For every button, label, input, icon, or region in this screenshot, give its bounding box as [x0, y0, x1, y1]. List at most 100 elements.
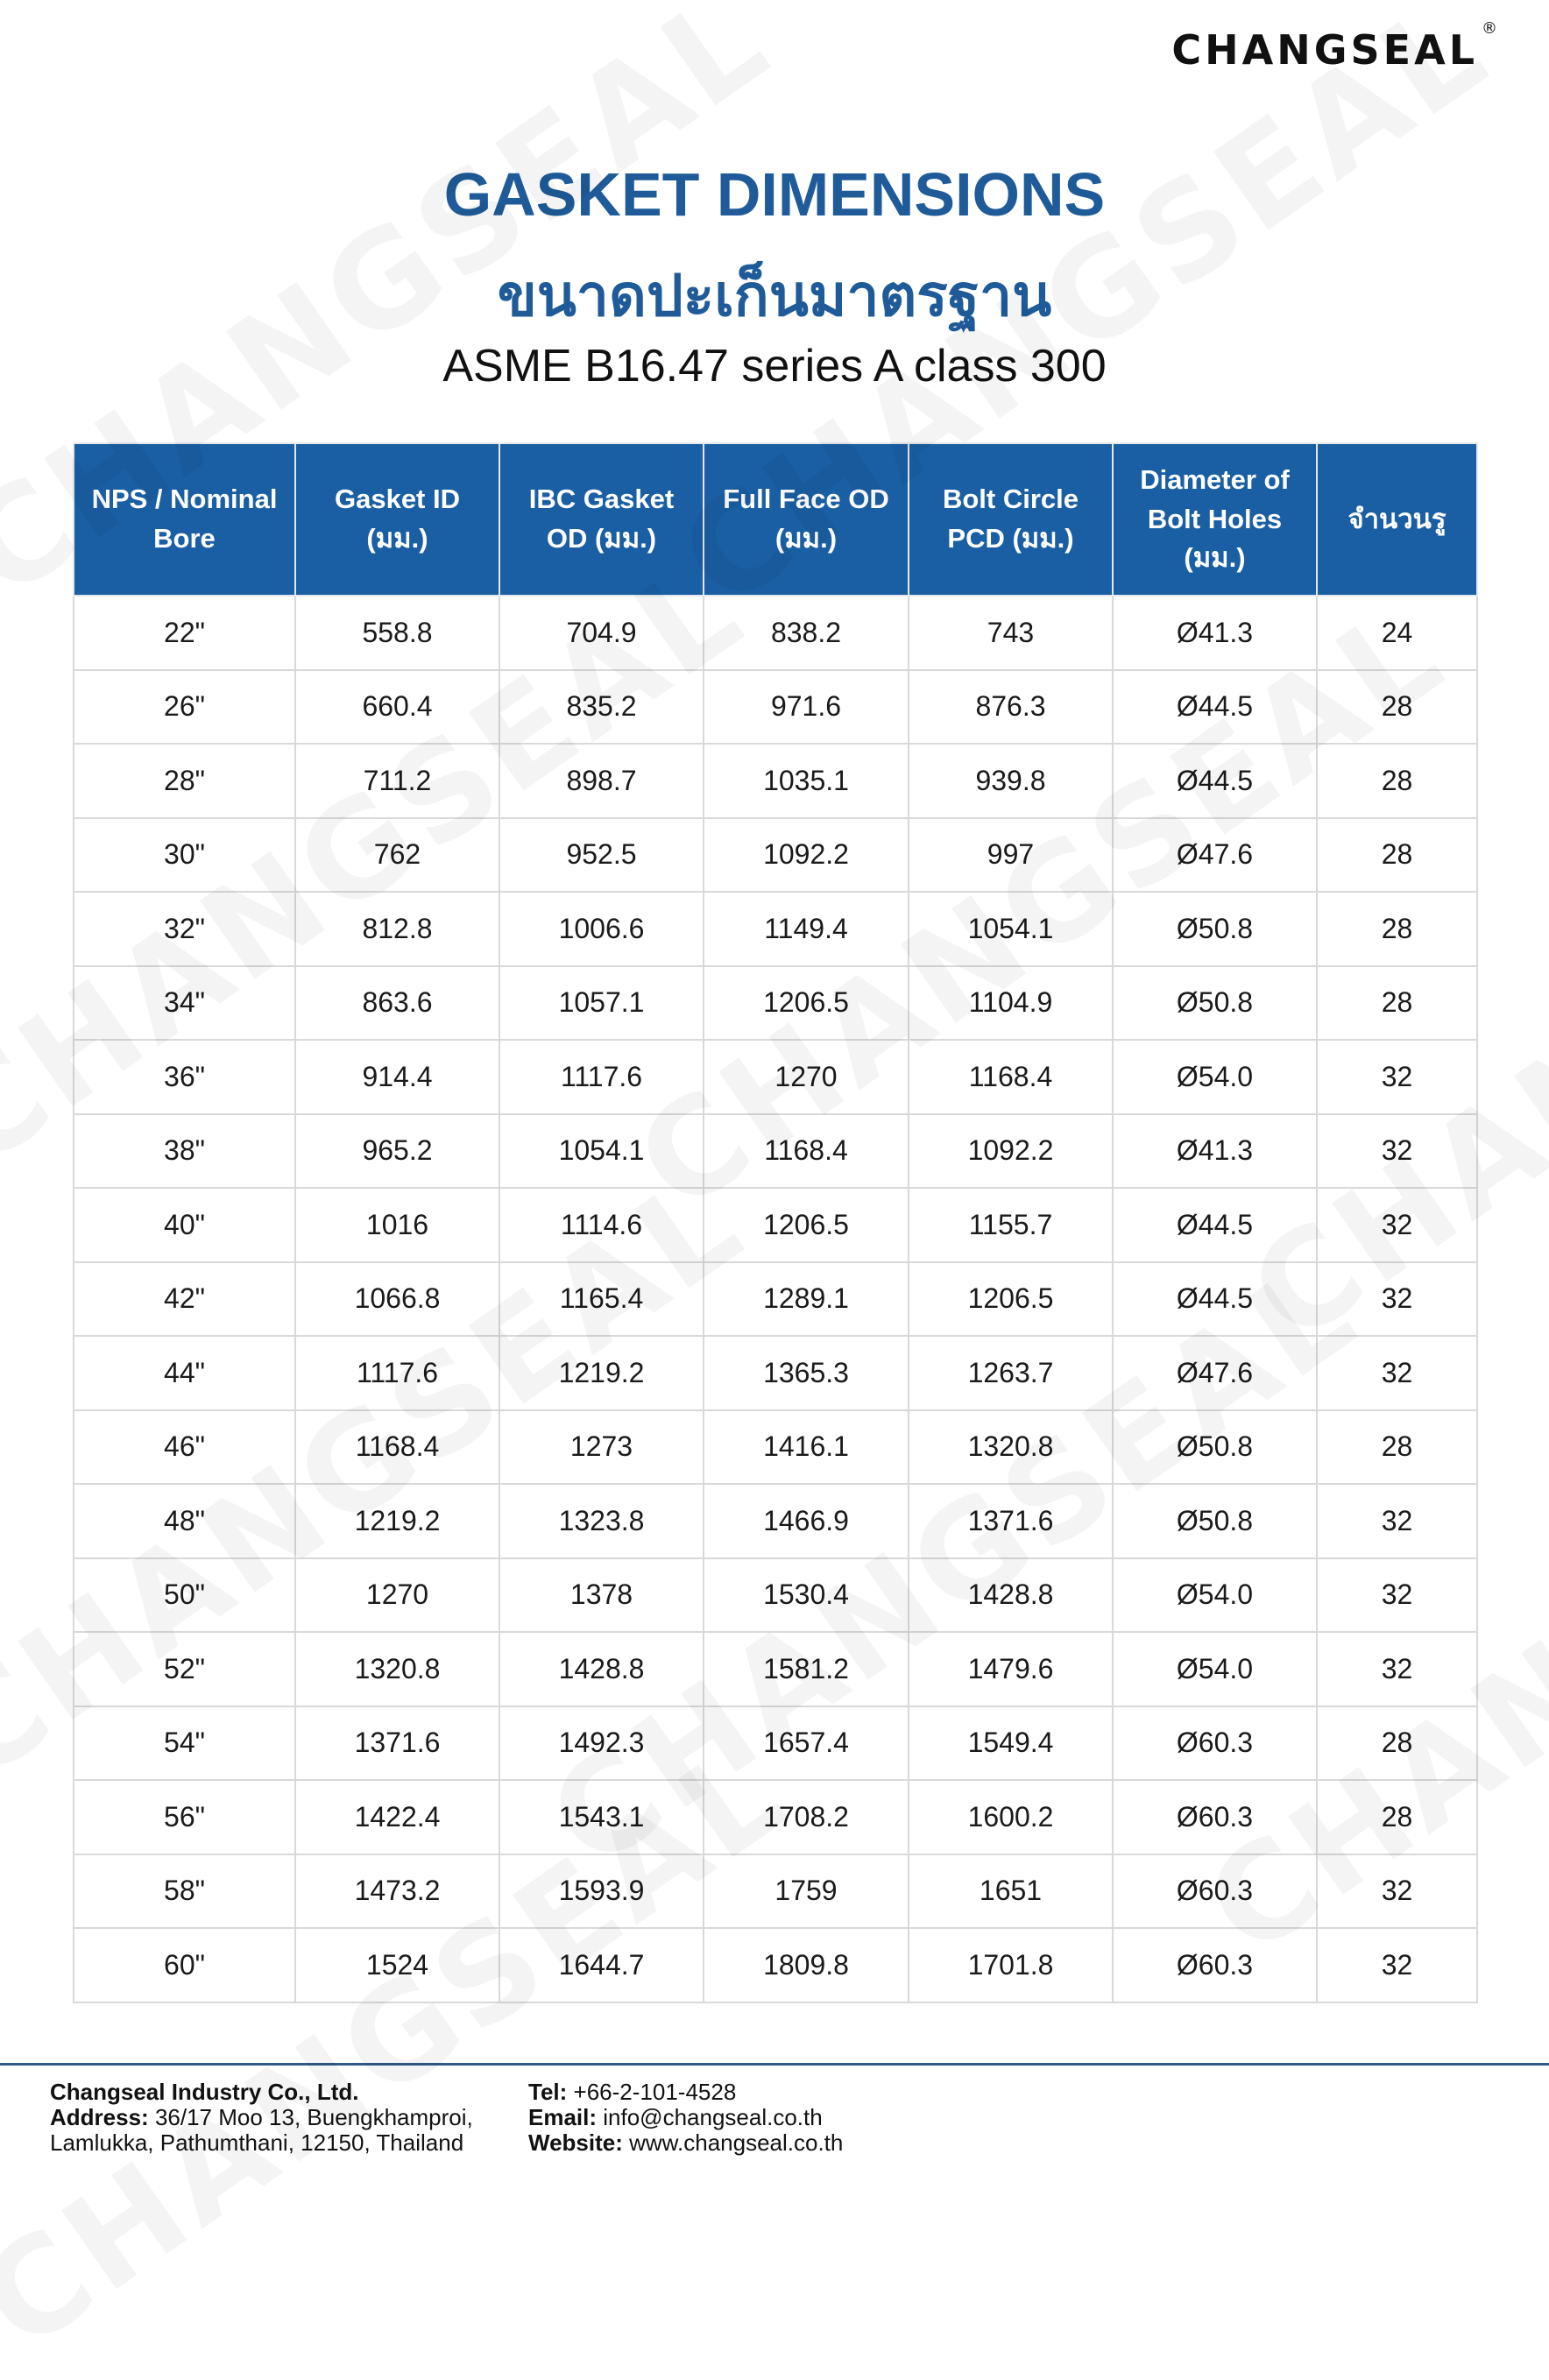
table-cell: Ø41.3 — [1112, 595, 1318, 671]
table-cell: 1416.1 — [703, 1409, 909, 1485]
table-cell: Ø54.0 — [1112, 1557, 1318, 1633]
table-cell: 32 — [1316, 1335, 1478, 1411]
table-cell: 914.4 — [294, 1039, 500, 1115]
page-title-thai: ขนาดปะเก็นมาตรฐาน — [497, 262, 1052, 329]
logo-text: CHANGSEAL — [1171, 26, 1478, 74]
table-cell: Ø60.3 — [1112, 1853, 1318, 1929]
changseal-logo: CHANGSEAL ® — [1171, 19, 1501, 74]
table-cell: 1054.1 — [499, 1112, 704, 1189]
table-cell: 743 — [908, 595, 1114, 671]
table-row: 30" 762 952.5 1092.2 997 Ø47.6 28 — [73, 816, 1478, 893]
table-cell: 704.9 — [499, 595, 704, 671]
footer-company-info: Changseal Industry Co., Ltd. Address: 36… — [50, 2080, 473, 2156]
table-cell: 1378 — [499, 1557, 704, 1633]
table-cell: 876.3 — [908, 668, 1114, 745]
table-cell: 1168.4 — [908, 1039, 1114, 1115]
table-cell: 965.2 — [294, 1112, 500, 1189]
table-cell: 1092.2 — [703, 816, 909, 893]
table-cell: 1524 — [294, 1927, 500, 2003]
table-cell: 1117.6 — [294, 1335, 500, 1411]
table-cell: 28" — [73, 743, 296, 819]
column-header: จำนวนรู — [1316, 442, 1478, 597]
table-cell: 1492.3 — [499, 1705, 704, 1781]
table-cell: 1543.1 — [499, 1779, 704, 1855]
table-cell: 1651 — [908, 1853, 1114, 1929]
table-cell: 32" — [73, 891, 296, 967]
table-cell: 1054.1 — [908, 891, 1114, 967]
footer-divider — [0, 2063, 1549, 2066]
table-cell: Ø50.8 — [1112, 964, 1318, 1041]
table-cell: 1323.8 — [499, 1483, 704, 1559]
table-cell: Ø44.5 — [1112, 1261, 1318, 1337]
registered-mark: ® — [1482, 19, 1501, 38]
column-header: Full Face OD (มม.) — [703, 442, 909, 597]
website-link[interactable]: www.changseal.co.th — [629, 2129, 844, 2156]
table-cell: 1114.6 — [499, 1187, 704, 1263]
table-cell: 32 — [1316, 1112, 1478, 1189]
table-row: 42" 1066.8 1165.4 1289.1 1206.5 Ø44.5 32 — [73, 1261, 1478, 1337]
table-cell: 997 — [908, 816, 1114, 893]
table-cell: 1104.9 — [908, 964, 1114, 1041]
table-cell: 58" — [73, 1853, 296, 1929]
email-link[interactable]: info@changseal.co.th — [603, 2104, 823, 2130]
table-cell: 1371.6 — [294, 1705, 500, 1781]
table-cell: 1600.2 — [908, 1779, 1114, 1855]
address-label: Address: — [50, 2104, 149, 2130]
table-cell: 1016 — [294, 1187, 500, 1263]
table-cell: 36" — [73, 1039, 296, 1115]
table-cell: 40" — [73, 1187, 296, 1263]
table-row: 56" 1422.4 1543.1 1708.2 1600.2 Ø60.3 28 — [73, 1779, 1478, 1855]
table-cell: 32 — [1316, 1557, 1478, 1633]
table-cell: Ø60.3 — [1112, 1927, 1318, 2003]
table-cell: 32 — [1316, 1483, 1478, 1559]
table-cell: 28 — [1316, 1409, 1478, 1485]
table-cell: 48" — [73, 1483, 296, 1559]
table-cell: 1365.3 — [703, 1335, 909, 1411]
table-row: 58" 1473.2 1593.9 1759 1651 Ø60.3 32 — [73, 1853, 1478, 1929]
table-row: 50" 1270 1378 1530.4 1428.8 Ø54.0 32 — [73, 1557, 1478, 1633]
website-label: Website: — [528, 2129, 623, 2156]
table-cell: 1057.1 — [499, 964, 704, 1041]
table-cell: 838.2 — [703, 595, 909, 671]
table-cell: Ø54.0 — [1112, 1631, 1318, 1707]
table-cell: Ø50.8 — [1112, 1409, 1318, 1485]
table-cell: 1422.4 — [294, 1779, 500, 1855]
table-cell: 1035.1 — [703, 743, 909, 819]
gasket-dimensions-table: NPS / Nominal Bore Gasket ID (มม.) IBC Gas… — [73, 442, 1478, 2003]
table-cell: 28 — [1316, 1705, 1478, 1781]
column-header: Bolt Circle PCD (มม.) — [908, 442, 1114, 597]
table-cell: 812.8 — [294, 891, 500, 967]
table-row: 26" 660.4 835.2 971.6 876.3 Ø44.5 28 — [73, 668, 1478, 745]
table-row: 28" 711.2 898.7 1035.1 939.8 Ø44.5 28 — [73, 743, 1478, 819]
table-row: 48" 1219.2 1323.8 1466.9 1371.6 Ø50.8 32 — [73, 1483, 1478, 1559]
table-cell: 1165.4 — [499, 1261, 704, 1337]
email-label: Email: — [528, 2104, 598, 2130]
table-cell: 26" — [73, 668, 296, 745]
table-cell: 558.8 — [294, 595, 500, 671]
table-cell: 42" — [73, 1261, 296, 1337]
table-cell: 971.6 — [703, 668, 909, 745]
table-cell: 1466.9 — [703, 1483, 909, 1559]
table-cell: 38" — [73, 1112, 296, 1189]
table-cell: 28 — [1316, 668, 1478, 745]
table-cell: 1479.6 — [908, 1631, 1114, 1707]
table-cell: 1219.2 — [294, 1483, 500, 1559]
table-header-row: NPS / Nominal Bore Gasket ID (มม.) IBC Gas… — [73, 442, 1478, 597]
table-cell: 1270 — [294, 1557, 500, 1633]
table-cell: 1593.9 — [499, 1853, 704, 1929]
table-row: 22" 558.8 704.9 838.2 743 Ø41.3 24 — [73, 595, 1478, 671]
table-cell: 46" — [73, 1409, 296, 1485]
table-cell: 1066.8 — [294, 1261, 500, 1337]
table-cell: 711.2 — [294, 743, 500, 819]
table-cell: 1270 — [703, 1039, 909, 1115]
table-cell: 28 — [1316, 891, 1478, 967]
table-row: 36" 914.4 1117.6 1270 1168.4 Ø54.0 32 — [73, 1039, 1478, 1115]
table-cell: Ø47.6 — [1112, 1335, 1318, 1411]
table-cell: 1759 — [703, 1853, 909, 1929]
column-header: Diameter of Bolt Holes (มม.) — [1112, 442, 1318, 597]
table-cell: 1117.6 — [499, 1039, 704, 1115]
table-cell: 1428.8 — [908, 1557, 1114, 1633]
table-cell: Ø60.3 — [1112, 1779, 1318, 1855]
table-cell: Ø44.5 — [1112, 1187, 1318, 1263]
table-cell: 1206.5 — [908, 1261, 1114, 1337]
